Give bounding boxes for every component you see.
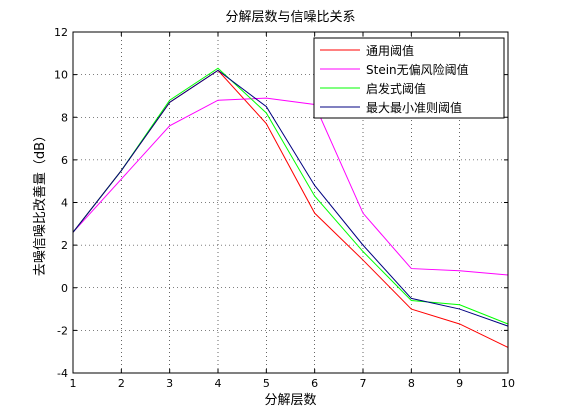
legend-label-stein: Stein无偏风险阈值 (366, 62, 469, 77)
x-tick-label: 1 (70, 377, 77, 390)
legend: 通用阈值 Stein无偏风险阈值 启发式阈值 最大最小准则阈值 (313, 37, 505, 119)
series-line-3 (72, 69, 509, 327)
y-tick-label: 2 (61, 239, 68, 252)
x-tick-label: 7 (360, 377, 367, 390)
x-tick-label: 4 (215, 377, 222, 390)
ticks (72, 31, 509, 374)
x-tick-label: 10 (501, 377, 515, 390)
x-tick-label: 6 (311, 377, 318, 390)
series-line-2 (72, 67, 509, 325)
legend-label-tongyong: 通用阈值 (366, 43, 414, 58)
x-tick-label: 9 (456, 377, 463, 390)
chart-title: 分解层数与信噪比关系 (225, 10, 355, 25)
x-axis-label: 分解层数 (264, 393, 316, 408)
legend-label-qifashi: 启发式阈值 (366, 81, 426, 96)
y-tick-label: 10 (54, 69, 68, 82)
x-tick-label: 5 (263, 377, 270, 390)
legend-label-minimax: 最大最小准则阈值 (366, 100, 462, 115)
series-line-1 (72, 97, 509, 276)
y-tick-label: 0 (61, 282, 68, 295)
y-tick-label: -4 (57, 367, 68, 380)
y-tick-label: 4 (61, 197, 68, 210)
y-tick-label: 6 (61, 154, 68, 167)
legend-box (313, 37, 505, 119)
series-layer (72, 67, 509, 348)
y-tick-label: 12 (54, 26, 68, 39)
y-axis-label: 去噪信噪比改善量（dB） (32, 129, 48, 276)
y-tick-label: 8 (61, 111, 68, 124)
x-tick-label: 2 (118, 377, 125, 390)
x-tick-label: 8 (408, 377, 415, 390)
x-tick-label: 3 (166, 377, 173, 390)
y-tick-label: -2 (57, 324, 68, 337)
